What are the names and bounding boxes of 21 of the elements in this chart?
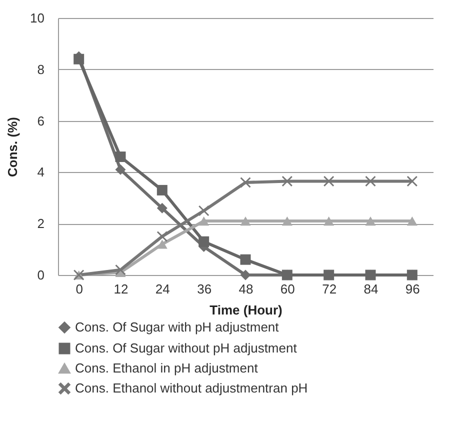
y-tick-label: 0: [37, 268, 44, 282]
x-tick-label: 96: [405, 282, 420, 296]
x-axis-title: Time (Hour): [210, 302, 282, 318]
x-tick-label: 48: [238, 282, 254, 296]
y-tick-label: 10: [30, 10, 44, 26]
x-tick-label: 84: [364, 282, 378, 296]
x-tick-label: 24: [155, 282, 170, 296]
y-tick-label: 8: [37, 62, 44, 77]
y-tick-label: 2: [37, 216, 44, 232]
x-tick-label: 36: [197, 282, 212, 296]
legend-label: Cons. Ethanol without adjustmentran pH: [75, 380, 308, 396]
y-axis-title: Cons. (%): [5, 117, 20, 177]
y-tick-label: 6: [37, 113, 44, 128]
legend-label: Cons. Of Sugar with pH adjustment: [75, 320, 280, 334]
legend-label: Cons. Of Sugar without pH adjustment: [75, 340, 298, 356]
x-tick-label: 72: [322, 282, 337, 296]
y-tick-label: 4: [37, 164, 44, 180]
x-tick-label: 60: [280, 282, 295, 296]
x-tick-label: 0: [76, 282, 83, 296]
legend-label: Cons. Ethanol in pH adjustment: [75, 360, 258, 376]
x-tick-label: 12: [114, 282, 128, 296]
